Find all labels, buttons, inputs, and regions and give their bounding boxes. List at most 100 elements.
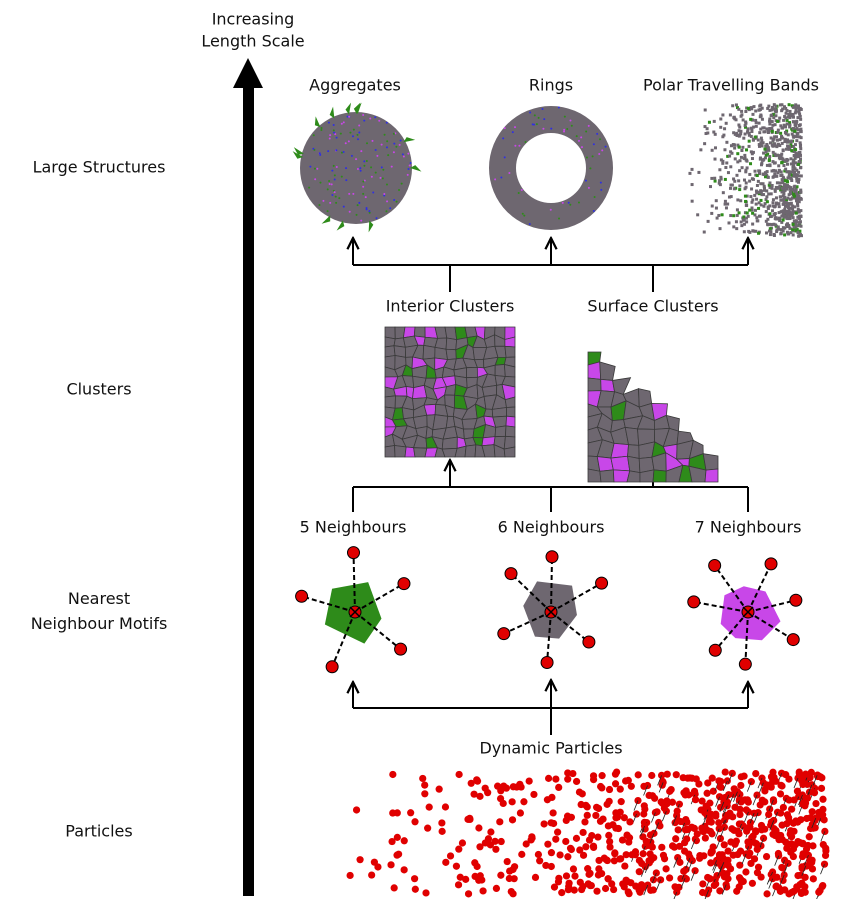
particle (493, 885, 500, 892)
band-particle (769, 164, 772, 167)
particle (455, 881, 462, 888)
particle (686, 774, 693, 781)
particle (736, 874, 743, 881)
band-particle (744, 186, 747, 189)
cell (506, 416, 515, 427)
speck (386, 200, 388, 202)
band-particle (768, 159, 771, 162)
particle (709, 775, 716, 782)
particle (518, 851, 525, 858)
cell (414, 327, 425, 337)
band-particle (735, 118, 738, 121)
particle (699, 880, 706, 887)
speck (569, 204, 571, 206)
particle (585, 871, 592, 878)
particle (459, 839, 466, 846)
band-particle (751, 157, 754, 160)
particle (761, 787, 768, 794)
speck (328, 180, 330, 182)
speck (529, 223, 531, 225)
band-particle (754, 209, 757, 212)
neighbour (546, 551, 558, 563)
speck (589, 167, 591, 169)
neighbour (498, 628, 510, 640)
speck (348, 193, 350, 195)
speck (592, 155, 594, 157)
cluster-label: Interior Clusters (386, 297, 515, 316)
band-particle (733, 180, 736, 183)
band-particle (735, 174, 738, 177)
speck (348, 140, 350, 142)
speck (386, 183, 388, 185)
structure-label: Aggregates (309, 76, 401, 95)
cell (435, 347, 448, 359)
speck (398, 189, 400, 191)
band-particle (773, 234, 776, 237)
band-particle (794, 135, 797, 138)
band-particle (738, 211, 741, 214)
cell (495, 426, 506, 437)
particle (535, 851, 542, 858)
band-particle (796, 132, 799, 135)
band-particle (727, 171, 730, 174)
speck (376, 155, 378, 157)
particle (421, 790, 428, 797)
band-particle (714, 180, 717, 183)
band-particle (725, 206, 728, 209)
speck (370, 166, 372, 168)
neighbour (790, 594, 802, 606)
band-particle (724, 203, 727, 206)
speck (571, 125, 573, 127)
band-particle (785, 158, 788, 161)
particle (634, 797, 641, 804)
particle (623, 851, 630, 858)
speck (351, 155, 353, 157)
particle (743, 850, 750, 857)
particle (732, 840, 739, 847)
band-particle (784, 179, 787, 182)
speck (335, 149, 337, 151)
speck (329, 202, 331, 204)
band-particle (795, 212, 798, 215)
band-particle (785, 170, 788, 173)
band-particle (744, 124, 747, 127)
particle (580, 852, 587, 859)
speck (379, 177, 381, 179)
particle (638, 886, 645, 893)
speck (357, 138, 359, 140)
particle (779, 822, 786, 829)
band-particle (737, 108, 740, 111)
cell (588, 362, 601, 380)
speck (538, 117, 540, 119)
speck (348, 116, 350, 118)
band-particle (746, 211, 749, 214)
particle (755, 864, 762, 871)
particle (723, 881, 730, 888)
speck (371, 176, 373, 178)
band-particle (770, 114, 773, 117)
band-particle (790, 140, 793, 143)
particle (438, 819, 445, 826)
band-particle (774, 105, 777, 108)
particle (496, 818, 503, 825)
speck (550, 128, 552, 130)
band-particle (750, 187, 753, 190)
band-particle (754, 170, 757, 173)
band-particle (793, 195, 796, 198)
band-particle (784, 125, 787, 128)
band-particle (791, 166, 794, 169)
particle (799, 791, 806, 798)
band-particle (786, 185, 789, 188)
particle (777, 790, 784, 797)
band-particle (797, 171, 800, 174)
band-particle (759, 108, 762, 111)
particle (605, 875, 612, 882)
particle (536, 857, 543, 864)
cell (600, 470, 614, 482)
particle (542, 862, 549, 869)
band-particle (731, 104, 734, 107)
band-particle (776, 181, 779, 184)
band-particle (783, 233, 786, 236)
band-particle (716, 217, 719, 220)
figure: IncreasingLength ScaleLarge StructuresCl… (0, 0, 848, 899)
